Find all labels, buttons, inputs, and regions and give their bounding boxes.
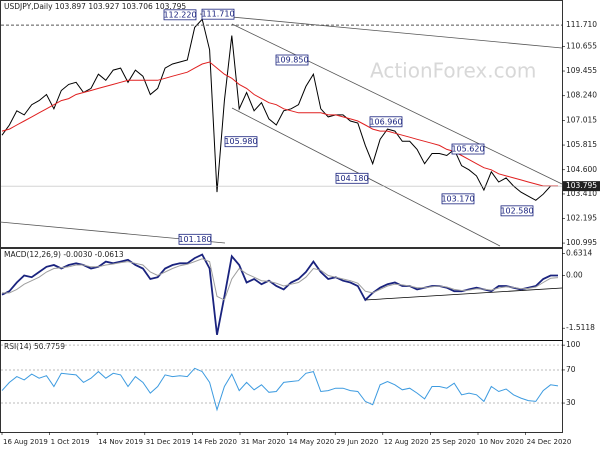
y-tick-label: 108.240 (566, 91, 597, 100)
y-tick-label: 105.815 (566, 140, 597, 149)
annotation-label: 101.180 (178, 235, 211, 244)
y-tick-label: 0.00 (566, 270, 583, 279)
y-tick-label: 103.410 (566, 189, 597, 198)
annotation-label: 104.180 (335, 174, 368, 183)
annotation-box (275, 54, 309, 66)
annotation-box (451, 143, 485, 155)
rsi-title: RSI(14) 50.7759 (4, 342, 65, 351)
trend-line (364, 287, 563, 301)
annotation-label: 109.850 (275, 56, 308, 65)
annotation-box (441, 193, 475, 205)
series-line (1, 367, 559, 412)
x-tick-label: 14 Nov 2019 (98, 438, 143, 446)
price-panel (0, 0, 563, 248)
price-title: USDJPY,Daily 103.897 103.927 103.706 103… (4, 2, 186, 11)
annotation-box (335, 172, 369, 184)
y-tick-label: 0.6314 (566, 248, 592, 257)
trend-lines (0, 13, 563, 301)
annotation-box (224, 136, 258, 148)
annotation-label: 112.220 (163, 10, 196, 19)
x-tick-label: 12 Aug 2020 (384, 438, 429, 446)
x-tick-label: 10 Nov 2020 (479, 438, 524, 446)
macd-title: MACD(12,26,9) -0.0030 -0.0613 (4, 250, 124, 259)
y-tick-label: 107.015 (566, 116, 597, 125)
x-tick-label: 14 May 2020 (289, 438, 335, 446)
annotation-box (369, 116, 403, 128)
series-line (1, 61, 558, 187)
y-tick-label: 70 (566, 365, 576, 374)
annotation-box (500, 205, 534, 217)
series-line (1, 18, 558, 201)
y-tick-label: 102.195 (566, 214, 597, 223)
x-tick-label: 16 Aug 2019 (3, 438, 48, 446)
macd-panel (0, 248, 563, 341)
y-tick-label: 110.655 (566, 42, 597, 51)
annotation-box (201, 8, 235, 20)
y-tick-label: 109.455 (566, 66, 597, 75)
watermark: ActionForex.com (370, 59, 536, 83)
annotation-label: 105.980 (224, 137, 257, 146)
y-tick-label: 100.995 (566, 238, 597, 247)
trend-line (199, 13, 563, 49)
x-tick-label: 14 Feb 2020 (193, 438, 237, 446)
annotation-label: 105.620 (451, 145, 484, 154)
annotation-box (178, 233, 212, 245)
y-tick-label: 30 (566, 398, 576, 407)
x-tick-label: 29 Jun 2020 (336, 438, 378, 446)
annotation-label: 106.960 (369, 117, 402, 126)
y-tick-label: -1.5118 (566, 323, 595, 332)
x-tick-label: 31 Mar 2020 (241, 438, 285, 446)
rsi-panel (0, 340, 563, 433)
trend-line (231, 23, 563, 185)
level-label: 111.710 (566, 20, 597, 29)
annotation-label: 111.710 (201, 10, 234, 19)
last-label: 103.795 (566, 181, 597, 190)
y-tick-label: 104.600 (566, 165, 597, 174)
annotation-box (163, 9, 197, 21)
x-tick-label: 24 Dec 2020 (527, 438, 572, 446)
series-line (2, 258, 559, 301)
series-line (1, 253, 558, 335)
y-tick-label: 100 (566, 340, 581, 349)
x-tick-label: 25 Sep 2020 (431, 438, 475, 446)
x-tick-label: 1 Oct 2019 (51, 438, 90, 446)
x-tick-label: 31 Dec 2019 (146, 438, 191, 446)
annotation-label: 103.170 (441, 194, 474, 203)
last-box (563, 181, 600, 192)
annotation-label: 102.580 (500, 206, 533, 215)
